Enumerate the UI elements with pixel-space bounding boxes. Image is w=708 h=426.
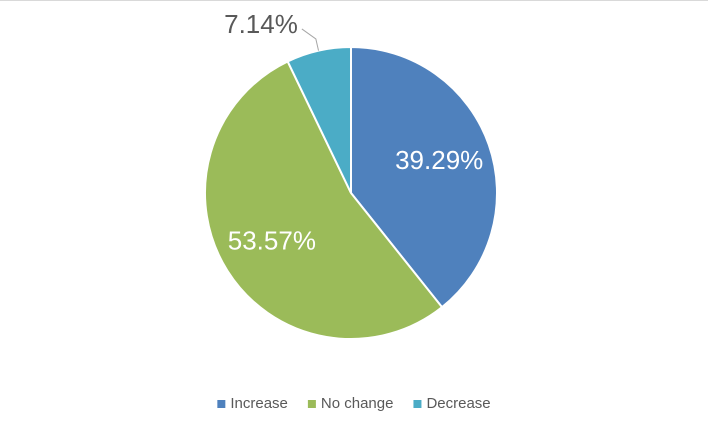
legend-swatch (307, 400, 316, 408)
leader-line (301, 28, 320, 51)
legend-swatch (217, 400, 226, 408)
pie-slice (286, 45, 352, 194)
value-label: 7.14% (224, 9, 298, 39)
legend-label: Decrease (426, 395, 490, 412)
pie-slice (350, 45, 498, 309)
legend-label: Increase (230, 395, 288, 412)
legend-swatch (413, 400, 422, 408)
pie-slice (204, 60, 444, 340)
value-label: 53.57% (228, 226, 316, 256)
value-label: 39.29% (395, 145, 483, 175)
legend: Increase No change Decrease (217, 395, 491, 412)
legend-label: No change (321, 395, 394, 412)
